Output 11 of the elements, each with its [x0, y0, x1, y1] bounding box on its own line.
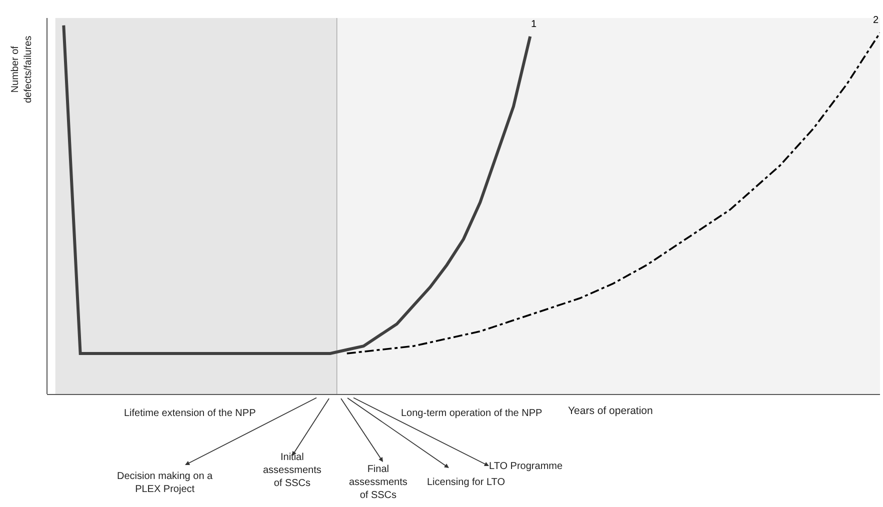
text: Licensing for LTO [427, 477, 506, 488]
text: Initial assessments of SSCs [263, 452, 322, 489]
series-label: 1 [531, 19, 537, 30]
text: Long-term operation of the NPP [401, 408, 543, 419]
text: LTO Programme [489, 461, 563, 472]
x-axis-title: Years of operation [568, 405, 653, 417]
text: Lifetime extension of the NPP [124, 408, 256, 419]
text: Final assessments of SSCs [349, 464, 408, 501]
y-axis-title: Number of defects/failures [10, 36, 34, 103]
series-label: 2 [873, 15, 879, 26]
text: Decision making on a PLEX Project [117, 471, 214, 495]
